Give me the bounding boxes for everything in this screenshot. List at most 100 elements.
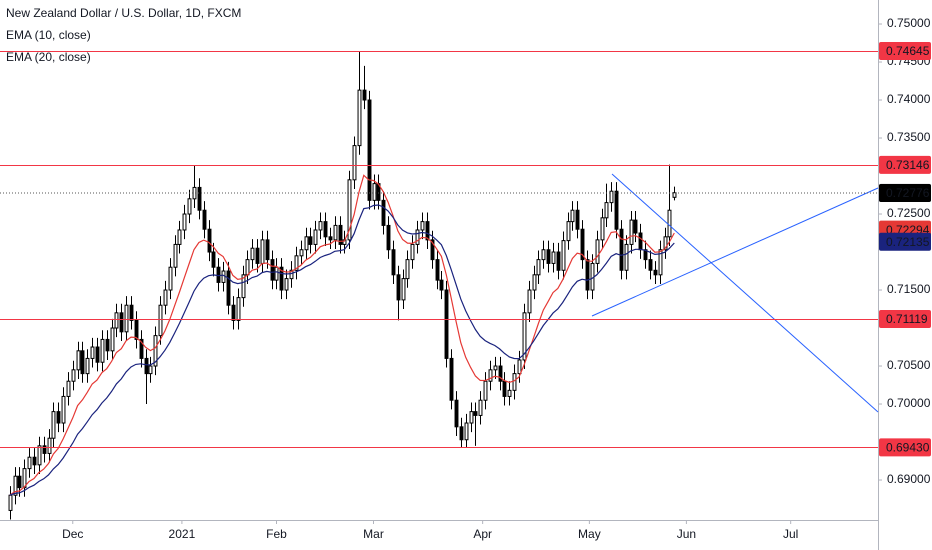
- candle-body: [415, 229, 420, 245]
- price-tag-label: 0.72776: [886, 186, 930, 200]
- candle-body: [575, 209, 580, 230]
- candle-body: [27, 456, 32, 470]
- candle-body: [541, 249, 546, 261]
- candle-body: [148, 365, 153, 375]
- candle-body: [245, 259, 250, 276]
- price-tag: [879, 232, 931, 251]
- candle-body: [95, 346, 100, 363]
- candle-body: [619, 228, 624, 271]
- candle-body: [308, 236, 313, 245]
- candle-body: [609, 190, 614, 204]
- candle-body: [633, 219, 638, 234]
- candle-body: [629, 219, 634, 245]
- candle-body: [105, 338, 110, 352]
- candle-body: [85, 357, 90, 375]
- candle-body: [299, 249, 304, 257]
- candle-body: [493, 365, 498, 371]
- candle-body: [595, 239, 600, 264]
- candle-body: [76, 350, 81, 371]
- candle-body: [328, 236, 333, 241]
- candle-body: [323, 221, 328, 238]
- candle-body: [173, 243, 178, 268]
- candle-body: [604, 202, 609, 219]
- candle-body: [13, 475, 18, 496]
- x-tick-label: Jul: [783, 527, 798, 541]
- candle-body: [182, 213, 187, 231]
- candle-body: [532, 274, 537, 291]
- candle-body: [638, 232, 643, 251]
- candle-body: [391, 249, 396, 276]
- candle-body: [454, 399, 459, 428]
- candle-body: [512, 373, 517, 391]
- candle-body: [284, 278, 289, 291]
- candle-body: [158, 304, 163, 337]
- candle-body: [270, 259, 275, 281]
- plot: [8, 51, 677, 520]
- candle-body: [8, 494, 13, 511]
- y-tick-label: 0.71500: [887, 282, 931, 296]
- candle-body: [47, 437, 52, 454]
- candle-body: [80, 350, 85, 375]
- candle-body: [352, 145, 357, 181]
- candle-body: [357, 89, 362, 147]
- candle-body: [347, 179, 352, 241]
- y-tick-label: 0.72500: [887, 206, 931, 220]
- candle-body: [187, 198, 192, 215]
- candle-body: [32, 456, 37, 466]
- candle-body: [396, 274, 401, 301]
- candle-body: [648, 259, 653, 271]
- candle-body: [658, 249, 663, 276]
- candle-body: [502, 380, 507, 397]
- candle-body: [221, 270, 226, 283]
- candle-body: [231, 304, 236, 321]
- x-tick-label: Feb: [266, 527, 287, 541]
- candle-body: [381, 199, 386, 226]
- candle-body: [561, 240, 566, 271]
- candle-body: [144, 357, 149, 375]
- candle-body: [114, 312, 119, 329]
- candle-body: [425, 221, 430, 241]
- candle-body: [202, 209, 207, 230]
- y-tick-label: 0.73500: [887, 130, 931, 144]
- candle-body: [226, 270, 231, 306]
- candle-body: [517, 359, 522, 375]
- candle-body: [522, 312, 527, 361]
- candle-body: [61, 395, 66, 424]
- candle-body: [71, 369, 76, 382]
- candle-body: [546, 249, 551, 264]
- candle-body: [216, 266, 221, 283]
- candle-body: [536, 259, 541, 276]
- x-tick-label: May: [578, 527, 601, 541]
- trend-line: [611, 173, 879, 413]
- candle-body: [51, 411, 56, 439]
- candle-body: [42, 445, 47, 454]
- candle-body: [367, 99, 372, 201]
- candle-body: [527, 289, 532, 314]
- candle-body: [37, 445, 42, 466]
- candle-body: [643, 249, 648, 261]
- candle-body: [279, 266, 284, 291]
- candle-body: [177, 229, 182, 245]
- candle-body: [338, 224, 343, 245]
- candle-body: [372, 183, 377, 201]
- price-tag-label: 0.72135: [886, 235, 930, 249]
- candle-body: [255, 247, 260, 264]
- candle-body: [100, 338, 105, 363]
- candle-body: [153, 335, 158, 367]
- candle-body: [624, 243, 629, 271]
- candle-body: [672, 192, 677, 198]
- candle-body: [250, 247, 255, 261]
- candle-body: [580, 228, 585, 261]
- candle-body: [274, 266, 279, 281]
- candle-body: [600, 217, 605, 241]
- candle-body: [430, 239, 435, 261]
- candle-body: [498, 365, 503, 382]
- candle-body: [207, 228, 212, 253]
- candle-body: [585, 259, 590, 291]
- candle-body: [469, 411, 474, 424]
- legend-indicator: EMA (20, close): [6, 50, 91, 64]
- trend-line: [591, 187, 879, 317]
- candle-body: [667, 209, 672, 238]
- candle-body: [570, 209, 575, 223]
